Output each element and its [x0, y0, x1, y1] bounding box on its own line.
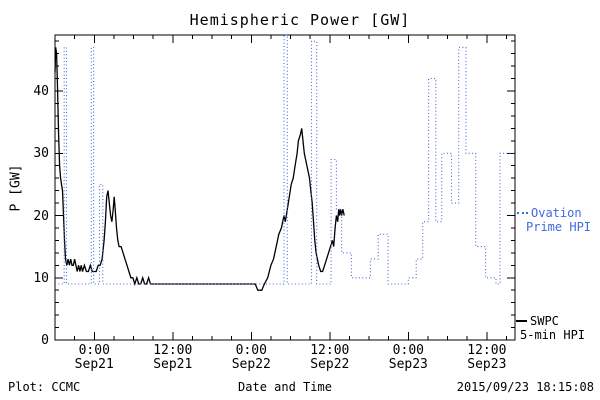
legend-swpc-row: SWPC: [516, 314, 585, 328]
legend-ovation: Ovation Prime HPI: [517, 206, 591, 234]
ovation-legend-label: Ovation: [531, 206, 582, 220]
timestamp: 2015/09/23 18:15:08: [456, 380, 594, 394]
legend-ovation-row: Ovation: [517, 206, 591, 220]
swpc-legend-label: SWPC: [530, 314, 559, 328]
y-axis-label: P [GW]: [8, 164, 24, 212]
ovation-legend-line-icon: [517, 212, 528, 215]
chart-title: Hemispheric Power [GW]: [189, 11, 411, 29]
plot-credit: Plot: CCMC: [8, 380, 81, 394]
swpc-legend-label-2: 5-min HPI: [520, 328, 586, 342]
legend-swpc: SWPC 5-min HPI: [516, 314, 585, 342]
ovation-legend-label-2: Prime HPI: [526, 220, 592, 234]
swpc-legend-line-icon: [516, 320, 527, 323]
x-axis-label: Date and Time: [238, 380, 332, 394]
